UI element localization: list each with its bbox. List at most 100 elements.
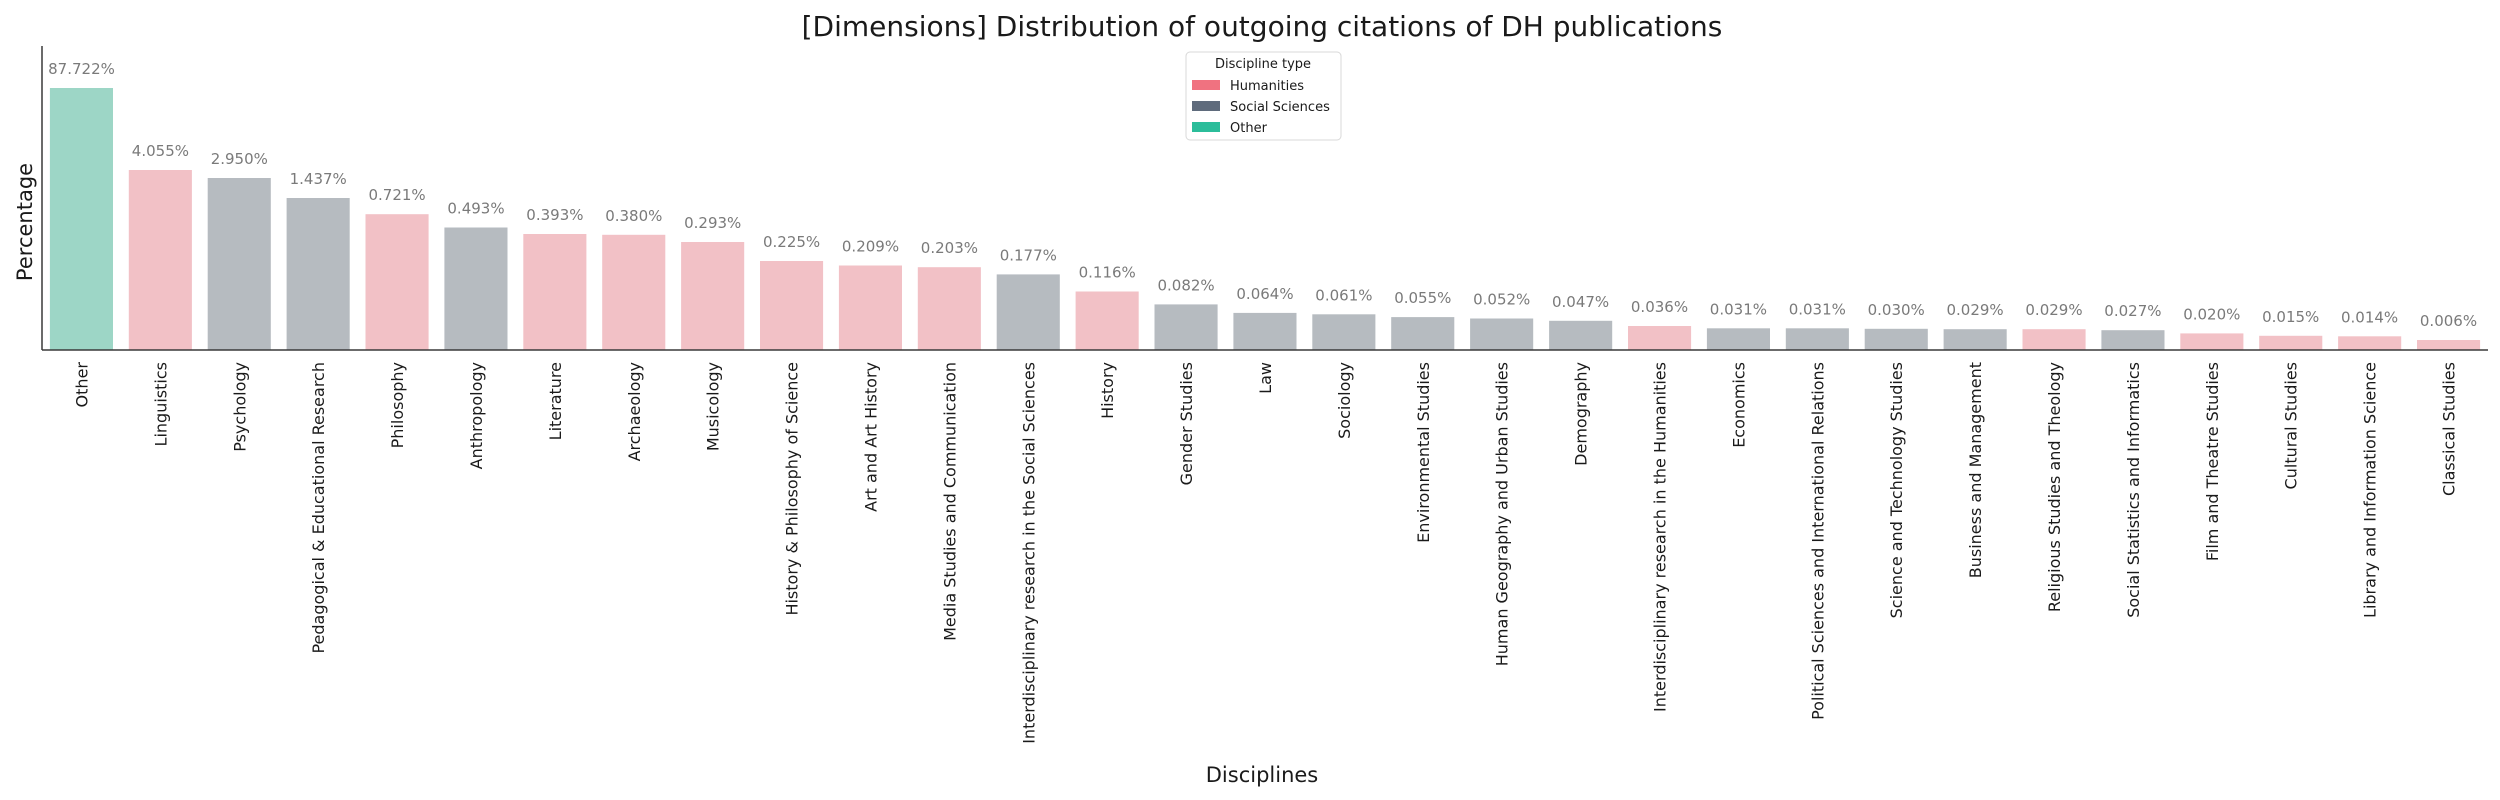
x-tick-label-25: Business and Management	[1966, 362, 1985, 578]
x-tick-label-1: Other	[73, 362, 92, 408]
x-tick-label-24: Science and Technology Studies	[1887, 362, 1906, 618]
legend-swatch-humanities	[1192, 80, 1220, 90]
x-tick-label-12: Media Studies and Communication	[940, 362, 959, 641]
x-tick-label-3: Psychology	[230, 362, 249, 452]
bar-28	[2180, 333, 2244, 350]
legend-swatch-other	[1192, 122, 1220, 132]
x-tick-label-9: Musicology	[704, 362, 723, 451]
data-label-25: 0.029%	[1946, 301, 2003, 319]
legend-frame	[1185, 51, 1342, 141]
data-label-27: 0.027%	[2104, 302, 2161, 320]
x-tick-label-26: Religious Studies and Theology	[2045, 362, 2064, 612]
data-label-24: 0.030%	[1868, 301, 1925, 319]
bar-12	[917, 267, 981, 350]
data-label-13: 0.177%	[1000, 246, 1057, 264]
bar-15	[1154, 304, 1218, 350]
x-tick-label-19: Human Geography and Urban Studies	[1493, 362, 1512, 666]
bar-1	[49, 88, 113, 350]
x-tick-label-17: Sociology	[1335, 362, 1354, 439]
x-tick-label-18: Environmental Studies	[1414, 362, 1433, 543]
legend-label-other: Other	[1230, 121, 1268, 136]
data-label-29: 0.015%	[2262, 308, 2319, 326]
data-label-15: 0.082%	[1157, 276, 1214, 294]
bar-27	[2101, 330, 2165, 350]
bars-group	[49, 88, 2481, 350]
bar-23	[1785, 328, 1849, 350]
bar-3	[207, 178, 271, 350]
bar-19	[1470, 318, 1534, 350]
bar-25	[1943, 329, 2007, 350]
bar-6	[444, 227, 508, 350]
bar-7	[523, 234, 587, 350]
legend-swatch-social	[1192, 101, 1220, 111]
chart-title: [Dimensions] Distribution of outgoing ci…	[802, 10, 1723, 43]
x-tick-label-4: Pedagogical & Educational Research	[309, 362, 328, 654]
x-tick-label-15: Gender Studies	[1177, 362, 1196, 485]
x-tick-label-22: Economics	[1729, 362, 1748, 448]
x-tick-label-14: History	[1098, 362, 1117, 419]
data-label-10: 0.225%	[763, 233, 820, 251]
legend: Discipline type Humanities Social Science…	[1185, 51, 1342, 141]
data-label-16: 0.064%	[1236, 285, 1293, 303]
bar-11	[838, 265, 902, 350]
y-axis-title: Percentage	[13, 163, 37, 281]
bar-16	[1233, 312, 1297, 350]
data-label-22: 0.031%	[1710, 300, 1767, 318]
x-axis-title: Disciplines	[1206, 763, 1319, 787]
data-label-5: 0.721%	[368, 186, 425, 204]
data-label-28: 0.020%	[2183, 305, 2240, 323]
bar-17	[1312, 314, 1376, 350]
x-tick-label-13: Interdisciplinary research in the Social…	[1019, 362, 1038, 744]
bar-26	[2022, 329, 2086, 350]
data-label-11: 0.209%	[842, 238, 899, 256]
data-label-4: 1.437%	[290, 170, 347, 188]
bar-14	[1075, 291, 1139, 350]
bar-21	[1628, 326, 1692, 350]
data-label-3: 2.950%	[211, 150, 268, 168]
data-label-26: 0.029%	[2025, 301, 2082, 319]
data-label-12: 0.203%	[921, 239, 978, 257]
x-tick-label-31: Classical Studies	[2440, 362, 2459, 496]
data-label-1: 87.722%	[48, 60, 115, 78]
data-label-9: 0.293%	[684, 214, 741, 232]
x-tick-label-6: Anthropology	[467, 362, 486, 469]
bar-29	[2259, 335, 2323, 350]
data-label-8: 0.380%	[605, 207, 662, 225]
bar-2	[128, 170, 192, 350]
legend-label-humanities: Humanities	[1230, 79, 1304, 94]
bar-5	[365, 214, 429, 350]
x-tick-label-29: Cultural Studies	[2282, 362, 2301, 489]
x-tick-labels-group: Other Linguistics Psychology Pedagogical & …	[73, 362, 2459, 744]
legend-entries: Humanities Social Sciences Other	[1192, 79, 1330, 136]
data-labels-group: 87.722% 4.055% 2.950% 1.437% 0.721% 0.493% 0.3…	[48, 60, 2477, 330]
bar-13	[996, 274, 1060, 350]
x-tick-label-30: Library and Information Science	[2361, 362, 2380, 618]
x-tick-label-23: Political Sciences and International Rel…	[1808, 362, 1827, 720]
data-label-31: 0.006%	[2420, 312, 2477, 330]
x-tick-label-28: Film and Theatre Studies	[2203, 362, 2222, 561]
x-tick-label-7: Literature	[546, 362, 565, 440]
x-tick-label-20: Demography	[1572, 362, 1591, 466]
data-label-21: 0.036%	[1631, 298, 1688, 316]
data-label-18: 0.055%	[1394, 289, 1451, 307]
bar-31	[2417, 340, 2481, 350]
data-label-19: 0.052%	[1473, 291, 1530, 309]
x-tick-label-2: Linguistics	[151, 362, 170, 446]
data-label-30: 0.014%	[2341, 308, 2398, 326]
x-tick-label-11: Art and Art History	[862, 362, 881, 512]
data-label-2: 4.055%	[132, 142, 189, 160]
bar-20	[1549, 320, 1613, 350]
data-label-17: 0.061%	[1315, 286, 1372, 304]
x-tick-label-10: History & Philosophy of Science	[783, 362, 802, 616]
legend-label-social: Social Sciences	[1230, 100, 1330, 115]
data-label-7: 0.393%	[526, 206, 583, 224]
x-tick-label-8: Archaeology	[625, 362, 644, 461]
legend-title: Discipline type	[1215, 57, 1311, 72]
bar-22	[1706, 328, 1770, 350]
data-label-6: 0.493%	[447, 200, 504, 218]
data-label-14: 0.116%	[1079, 264, 1136, 282]
bar-9	[681, 242, 745, 350]
bar-18	[1391, 317, 1455, 350]
data-label-23: 0.031%	[1789, 300, 1846, 318]
